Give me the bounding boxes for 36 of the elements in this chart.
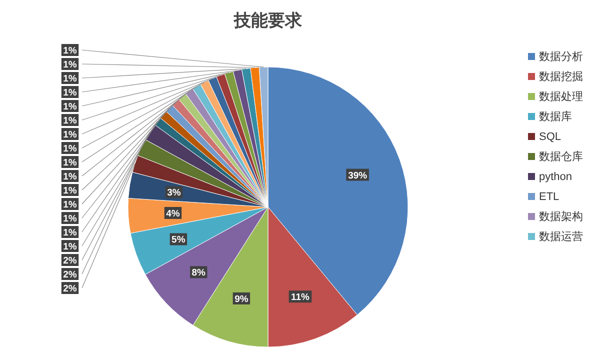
legend-label: 数据仓库 bbox=[539, 150, 583, 163]
chart-title: 技能要求 bbox=[233, 11, 303, 30]
data-label: 1% bbox=[63, 74, 78, 84]
data-label: 9% bbox=[234, 294, 249, 305]
data-label: 1% bbox=[63, 214, 78, 224]
data-label: 11% bbox=[291, 292, 310, 304]
data-label: 2% bbox=[63, 256, 78, 266]
data-label: 1% bbox=[63, 172, 78, 182]
data-label: 1% bbox=[63, 130, 78, 140]
data-label: 39% bbox=[348, 170, 368, 182]
data-label: 1% bbox=[63, 46, 78, 56]
data-label: 1% bbox=[63, 242, 78, 252]
data-label: 5% bbox=[172, 234, 186, 246]
legend-label: SQL bbox=[539, 131, 562, 143]
data-label: 1% bbox=[63, 228, 78, 238]
data-label: 1% bbox=[63, 88, 78, 98]
legend-label: 数据分析 bbox=[539, 51, 583, 63]
legend-label: 数据挖掘 bbox=[539, 70, 583, 83]
data-label: 8% bbox=[192, 268, 206, 279]
data-label: 1% bbox=[63, 200, 78, 210]
data-label: 1% bbox=[63, 116, 78, 126]
legend-label: 数据运营 bbox=[539, 230, 583, 243]
data-label: 3% bbox=[167, 188, 182, 199]
data-label: 1% bbox=[63, 60, 78, 70]
data-label: 1% bbox=[63, 186, 78, 196]
legend-label: 数据处理 bbox=[539, 90, 583, 103]
data-label: 2% bbox=[63, 284, 78, 294]
legend-label: 数据库 bbox=[539, 110, 572, 123]
data-label: 2% bbox=[63, 270, 78, 280]
data-label: 1% bbox=[63, 102, 78, 112]
legend-label: ETL bbox=[539, 191, 560, 203]
legend-label: 数据架构 bbox=[539, 210, 583, 223]
legend-label: python bbox=[539, 171, 572, 183]
data-label: 1% bbox=[63, 144, 78, 154]
data-label: 4% bbox=[166, 208, 180, 220]
data-label: 1% bbox=[63, 158, 78, 168]
